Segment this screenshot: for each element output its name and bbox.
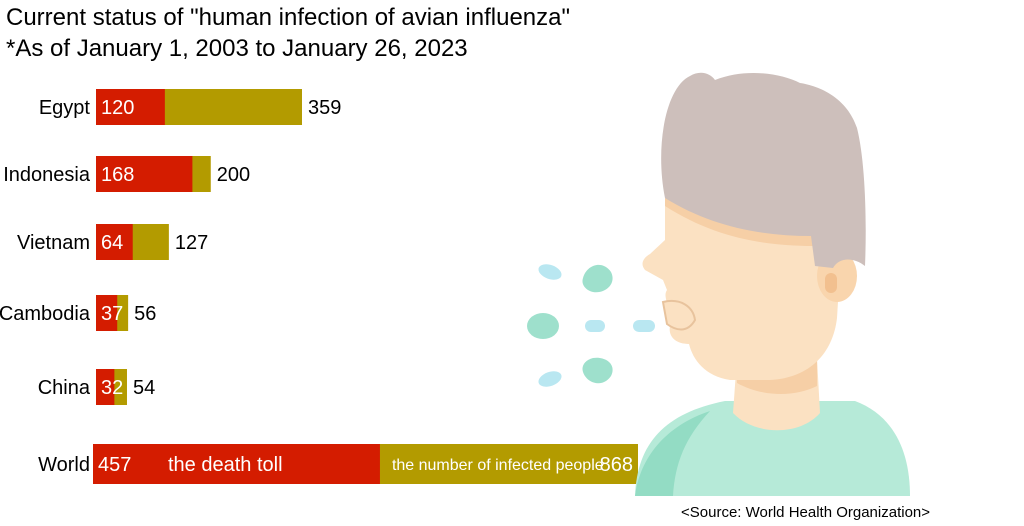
death-value-label: 32 (101, 377, 123, 399)
shirt-shadow-shape (635, 411, 710, 496)
infected-value-label: 200 (217, 164, 250, 186)
droplet-shape (538, 371, 562, 387)
droplet-shape (633, 320, 655, 332)
death-value-label: 64 (101, 232, 123, 254)
infected-value-label: 54 (133, 377, 155, 399)
legend-death-label: the death toll (168, 454, 283, 476)
category-label: Egypt (39, 97, 91, 119)
droplet-shape (582, 264, 613, 293)
category-label: World (38, 454, 90, 476)
legend-infected-label: the number of infected people (392, 457, 604, 474)
source-note: <Source: World Health Organization> (681, 504, 931, 521)
droplet-shape (538, 264, 562, 280)
shirt-shape (635, 401, 910, 496)
droplet-shape (527, 313, 559, 339)
title-line: Current status of "human infection of av… (6, 4, 571, 31)
death-value-label: 457 (98, 454, 131, 476)
infected-value-label: 56 (134, 303, 156, 325)
death-bar (96, 156, 193, 192)
category-label: Cambodia (0, 303, 91, 325)
hair-shape (661, 72, 866, 268)
droplet-shape (585, 320, 605, 332)
subtitle-line: *As of January 1, 2003 to January 26, 20… (6, 35, 468, 62)
mouth-shape (661, 300, 697, 331)
death-bar (96, 369, 115, 405)
infected-value-label: 127 (175, 232, 208, 254)
death-bar (96, 295, 118, 331)
infected-value-label: 868 (600, 454, 633, 476)
infected-value-label: 359 (308, 97, 341, 119)
death-value-label: 37 (101, 303, 123, 325)
droplet-shape (582, 357, 613, 384)
chart-title: Current status of "human infection of av… (6, 2, 570, 64)
ear-inner-shape (825, 273, 837, 293)
death-value-label: 120 (101, 97, 134, 119)
death-bar (96, 224, 133, 260)
category-label: Indonesia (3, 164, 91, 186)
bar-chart: Egypt 120 359 Indonesia 168 200 Vietnam 64 127 Ca… (0, 89, 638, 484)
death-bar (93, 444, 380, 484)
category-label: China (38, 377, 91, 399)
death-bar (96, 89, 165, 125)
sneezing-person-illustration (527, 72, 910, 496)
death-value-label: 168 (101, 164, 134, 186)
category-label: Vietnam (17, 232, 90, 254)
